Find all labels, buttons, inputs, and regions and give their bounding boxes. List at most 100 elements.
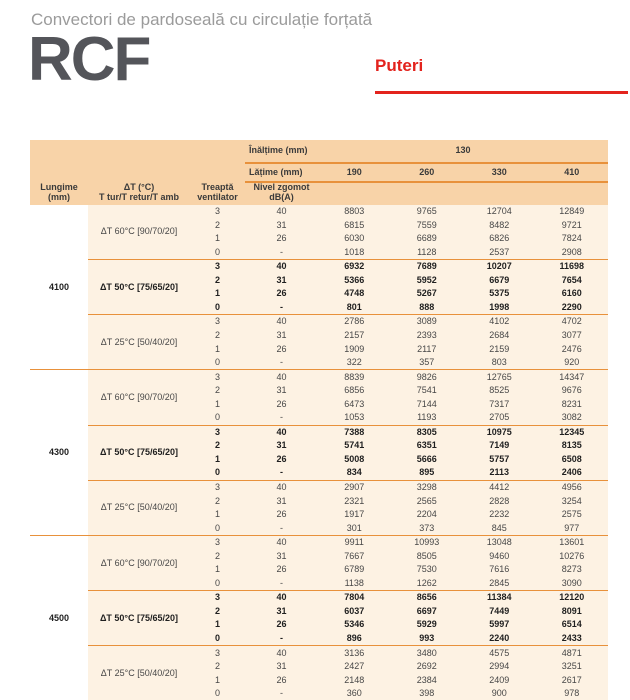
table-row: 0-301 373 845 977 xyxy=(30,521,609,536)
power-value-cell: 7449 xyxy=(463,604,536,619)
fan-step-cell: 2 xyxy=(190,494,245,508)
fan-step-cell: 1 xyxy=(190,342,245,356)
power-value-cell: 10993 xyxy=(390,535,463,550)
section-title-underline xyxy=(375,91,628,94)
power-value-cell: 12765 xyxy=(463,369,536,384)
power-value-cell: 7654 xyxy=(535,273,609,288)
table-row: 2 31 5366 5952 6679 7654 xyxy=(30,273,609,288)
delta-t-cell: ΔT 25°C [50/40/20] xyxy=(88,480,190,536)
power-value-cell: 1262 xyxy=(390,576,463,592)
fan-step-cell: 0 xyxy=(190,355,245,371)
table-row: ΔT 25°C [50/40/20] 3 40 2786 3089 4102 4702 xyxy=(30,314,609,371)
power-value-cell: 12704 xyxy=(463,204,536,219)
power-value-cell: 8839 xyxy=(318,369,391,384)
power-value-cell: 7689 xyxy=(390,259,463,274)
power-value-cell: 2705 xyxy=(463,410,536,426)
noise-level-cell: 40 xyxy=(245,259,318,274)
power-value-cell: 11698 xyxy=(535,259,609,274)
table-header: Lungime (mm) ΔT (°C) T tur/T retur/T amb… xyxy=(30,140,609,205)
power-value-cell: 978 xyxy=(535,686,609,700)
power-table: Lungime (mm) ΔT (°C) T tur/T retur/T amb… xyxy=(30,140,609,700)
power-value-cell: 2290 xyxy=(535,300,609,316)
table-row: 1 26 5008 5666 5757 6508 xyxy=(30,452,609,467)
fan-step-cell: 3 xyxy=(190,480,245,495)
width-value-330: 330 xyxy=(463,163,536,183)
fan-step-cell: 1 xyxy=(190,452,245,467)
power-value-cell: 2240 xyxy=(463,631,536,647)
table-row: 1 26 1917 2204 2232 2575 xyxy=(30,507,609,522)
noise-level-cell: 40 xyxy=(245,590,318,605)
power-value-cell: 360 xyxy=(318,686,391,700)
power-value-cell: 2433 xyxy=(535,631,609,647)
power-value-cell: 7149 xyxy=(463,439,536,453)
fan-step-cell: 1 xyxy=(190,673,245,687)
power-value-cell: 3089 xyxy=(390,314,463,329)
power-value-cell: 5757 xyxy=(463,452,536,467)
fan-step-cell: 0 xyxy=(190,300,245,316)
noise-level-cell: 40 xyxy=(245,480,318,495)
table-row: 2 31 2427 2692 2994 3251 xyxy=(30,659,609,674)
power-value-cell: 6037 xyxy=(318,604,391,619)
noise-level-cell: 40 xyxy=(245,314,318,329)
power-value-cell: 6932 xyxy=(318,259,391,274)
noise-level-cell: 26 xyxy=(245,342,318,356)
power-value-cell: 5929 xyxy=(390,618,463,632)
power-value-cell: 9911 xyxy=(318,535,391,550)
power-value-cell: 9676 xyxy=(535,383,609,398)
table-row: 0-322 357 803 920 xyxy=(30,355,609,371)
fan-step-cell: 0 xyxy=(190,521,245,536)
power-value-cell: 12345 xyxy=(535,425,609,440)
delta-t-cell: ΔT 60°C [90/70/20] xyxy=(88,204,190,260)
power-value-cell: 6697 xyxy=(390,604,463,619)
power-value-cell: 8482 xyxy=(463,218,536,232)
power-value-cell: 9826 xyxy=(390,369,463,384)
power-value-cell: 6514 xyxy=(535,618,609,632)
length-cell: 4100 xyxy=(30,204,88,371)
table-row: ΔT 50°C [75/65/20] 3 40 7804 8656 11384 12120 xyxy=(30,590,609,647)
table-row: 1 26 1909 2117 2159 2476 xyxy=(30,342,609,356)
power-value-cell: 1138 xyxy=(318,576,391,592)
power-value-cell: 4102 xyxy=(463,314,536,329)
noise-level-cell: 31 xyxy=(245,383,318,398)
power-value-cell: 4412 xyxy=(463,480,536,495)
fan-step-cell: 1 xyxy=(190,618,245,632)
power-value-cell: 834 xyxy=(318,466,391,481)
noise-level-cell: - xyxy=(245,466,318,481)
length-cell: 4500 xyxy=(30,535,88,700)
power-table-grid: Lungime (mm) ΔT (°C) T tur/T retur/T amb… xyxy=(30,140,609,700)
power-value-cell: 2393 xyxy=(390,328,463,343)
power-value-cell: 7530 xyxy=(390,563,463,577)
power-value-cell: 2148 xyxy=(318,673,391,687)
fan-step-cell: 2 xyxy=(190,328,245,343)
power-value-cell: 3136 xyxy=(318,645,391,660)
power-value-cell: 6689 xyxy=(390,231,463,246)
power-value-cell: 1909 xyxy=(318,342,391,356)
power-value-cell: 6815 xyxy=(318,218,391,232)
power-value-cell: 8656 xyxy=(390,590,463,605)
noise-level-cell: 31 xyxy=(245,328,318,343)
noise-level-cell: - xyxy=(245,410,318,426)
power-value-cell: 8231 xyxy=(535,397,609,411)
length-cell: 4300 xyxy=(30,369,88,536)
power-value-cell: 2907 xyxy=(318,480,391,495)
page-subtitle: Convectori de pardoseală cu circulație f… xyxy=(31,10,373,29)
noise-level-cell: 40 xyxy=(245,645,318,660)
power-value-cell: 6473 xyxy=(318,397,391,411)
power-value-cell: 9765 xyxy=(390,204,463,219)
power-value-cell: 9721 xyxy=(535,218,609,232)
noise-level-cell: 26 xyxy=(245,231,318,246)
table-row: 0-896 993 2240 2433 xyxy=(30,631,609,647)
power-value-cell: 2157 xyxy=(318,328,391,343)
width-value-190: 190 xyxy=(318,163,391,183)
power-value-cell: 7144 xyxy=(390,397,463,411)
power-value-cell: 895 xyxy=(390,466,463,481)
power-value-cell: 2537 xyxy=(463,245,536,260)
noise-level-cell: 31 xyxy=(245,659,318,674)
table-row: 1 26 2148 2384 2409 2617 xyxy=(30,673,609,687)
power-value-cell: 1018 xyxy=(318,245,391,260)
fan-step-cell: 2 xyxy=(190,659,245,674)
noise-level-cell: - xyxy=(245,355,318,371)
col-header-treapta: Treaptă ventilator xyxy=(190,140,245,205)
fan-step-cell: 3 xyxy=(190,369,245,384)
power-value-cell: 5952 xyxy=(390,273,463,288)
